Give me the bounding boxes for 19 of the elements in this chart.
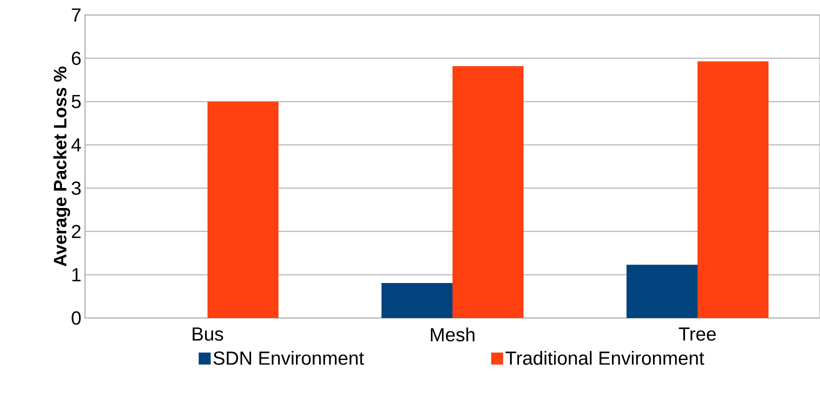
y-tick-label: 5 [72,94,81,108]
y-tick-label: 6 [72,52,81,65]
y-axis-title: Average Packet Loss % [53,66,70,266]
legend-label: SDN Environment [214,350,364,365]
x-tick-label: Tree [678,328,716,341]
bar [452,66,524,318]
y-tick-label: 4 [71,138,81,152]
x-tick-label: Bus [192,328,224,341]
x-tick-label: Mesh [430,328,474,342]
y-tick-label: 7 [72,8,81,22]
y-tick-label: 2 [72,224,81,238]
bar [626,264,698,318]
bar [382,282,453,318]
bar [698,61,769,318]
y-tick-label: 0 [72,311,81,325]
legend-label: Traditional Environment [506,350,704,365]
bar [208,102,278,318]
y-tick-label: 3 [72,181,81,195]
y-tick-label: 1 [72,268,81,282]
